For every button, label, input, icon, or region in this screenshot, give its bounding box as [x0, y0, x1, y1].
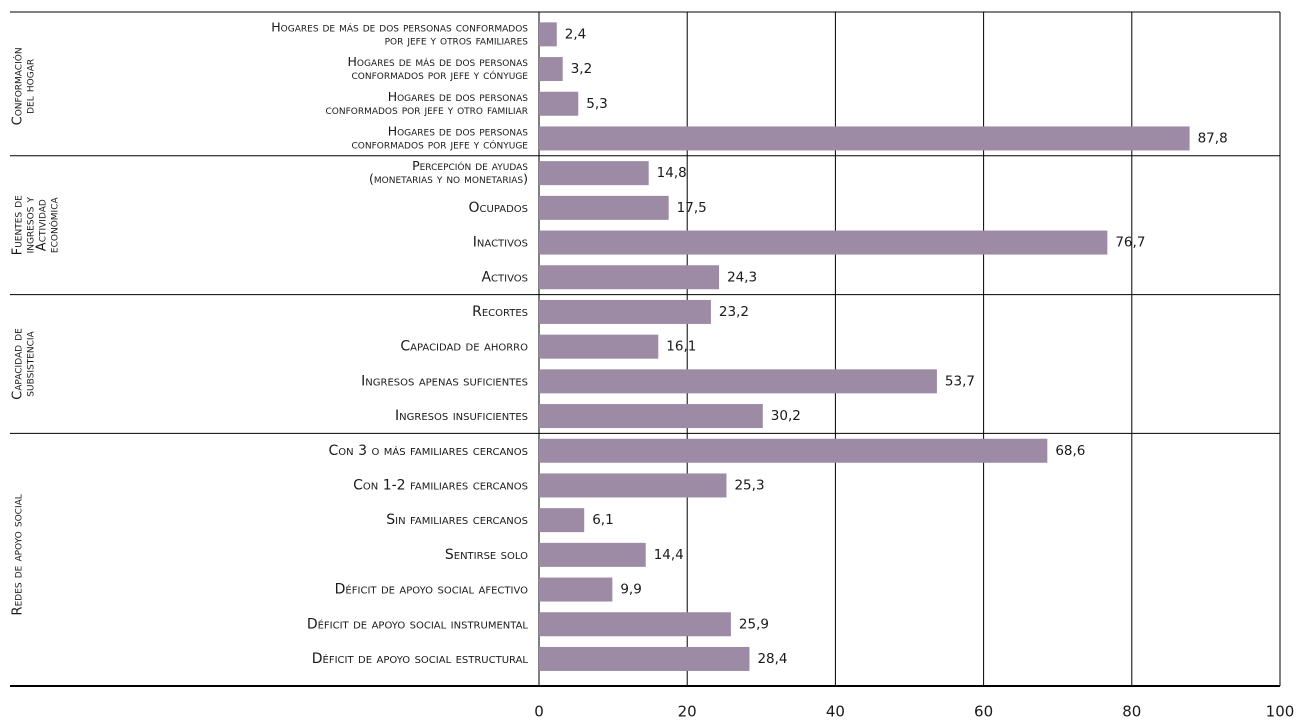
group-label: ingresos y — [23, 196, 38, 253]
bar — [539, 369, 937, 394]
category-label: Recortes — [472, 304, 528, 320]
bar — [539, 646, 750, 671]
category-label: Déficit de apoyo social instrumental — [307, 616, 529, 632]
value-label: 87,8 — [1198, 130, 1228, 146]
x-tick-label: 80 — [1122, 703, 1141, 721]
bar — [539, 542, 646, 567]
category-label: conformados por jefe y cónyuge — [352, 136, 529, 151]
value-label: 5,3 — [586, 96, 607, 112]
value-label: 16,1 — [666, 339, 696, 355]
x-tick-label: 20 — [678, 703, 697, 721]
bar — [539, 404, 763, 429]
category-label: Inactivos — [473, 235, 528, 251]
bar — [539, 57, 563, 82]
bar — [539, 126, 1190, 151]
category-label: Ingresos insuficientes — [395, 408, 528, 424]
category-label: Con 1-2 familiares cercanos — [353, 477, 528, 493]
value-label: 2,4 — [565, 26, 586, 42]
value-label: 17,5 — [677, 200, 707, 216]
category-label: Hogares de dos personas — [388, 89, 529, 104]
bar — [539, 334, 659, 359]
value-label: 25,9 — [739, 616, 769, 632]
bar — [539, 438, 1048, 463]
group-label: Fuentes de — [11, 195, 26, 255]
bar — [539, 299, 711, 324]
group-label: económica — [47, 196, 62, 253]
category-label: Ingresos apenas suficientes — [361, 373, 528, 389]
value-label: 28,4 — [757, 651, 787, 667]
bar — [539, 508, 585, 533]
category-label: Capacidad de ahorro — [400, 339, 528, 355]
category-label: Hogares de dos personas — [388, 123, 529, 138]
value-label: 25,3 — [734, 477, 764, 493]
x-tick-label: 60 — [974, 703, 993, 721]
bar — [539, 230, 1108, 255]
category-label: Hogares de más de dos personas conformad… — [271, 19, 528, 34]
value-label: 68,6 — [1055, 443, 1085, 459]
bar — [539, 91, 579, 116]
value-label: 76,7 — [1115, 235, 1145, 251]
x-tick-label: 0 — [534, 703, 544, 721]
category-label: Déficit de apoyo social afectivo — [335, 582, 528, 598]
category-label: Hogares de más de dos personas — [348, 54, 529, 69]
value-label: 14,4 — [654, 547, 684, 563]
bar — [539, 473, 727, 498]
category-label: conformados por jefe y cónyuge — [352, 67, 529, 82]
category-label: Con 3 o más familiares cercanos — [329, 443, 528, 459]
group-label: Redes de apoyo social — [11, 494, 26, 615]
category-label: Sentirse solo — [445, 547, 528, 563]
bar — [539, 612, 731, 637]
category-label: por jefe y otros familiares — [385, 32, 529, 47]
bar — [539, 265, 720, 290]
group-label: Capacidad de — [11, 328, 26, 400]
bar — [539, 161, 649, 186]
category-label: conformados por jefe y otro familiar — [325, 102, 528, 117]
category-label: (monetarias y no monetarias) — [369, 171, 528, 186]
value-label: 3,2 — [571, 61, 592, 77]
category-label: Ocupados — [469, 200, 528, 216]
bar — [539, 195, 669, 220]
category-label: Déficit de apoyo social estructural — [312, 651, 529, 667]
group-label: Actividad — [35, 199, 50, 251]
value-label: 53,7 — [945, 373, 975, 389]
group-label: Conformación — [11, 47, 26, 125]
value-label: 30,2 — [771, 408, 801, 424]
category-label: Sin familiares cercanos — [386, 512, 528, 528]
group-label: del hogar — [23, 59, 38, 114]
value-label: 6,1 — [592, 512, 613, 528]
bar — [539, 22, 557, 47]
category-label: Percepción de ayudas — [412, 158, 528, 173]
x-tick-label: 100 — [1266, 703, 1295, 721]
category-label: Activos — [481, 269, 528, 285]
bar — [539, 577, 613, 602]
x-tick-label: 40 — [826, 703, 845, 721]
value-label: 24,3 — [727, 269, 757, 285]
value-label: 14,8 — [657, 165, 687, 181]
value-label: 9,9 — [620, 582, 641, 598]
value-label: 23,2 — [719, 304, 749, 320]
group-label: subsistencia — [23, 330, 38, 396]
